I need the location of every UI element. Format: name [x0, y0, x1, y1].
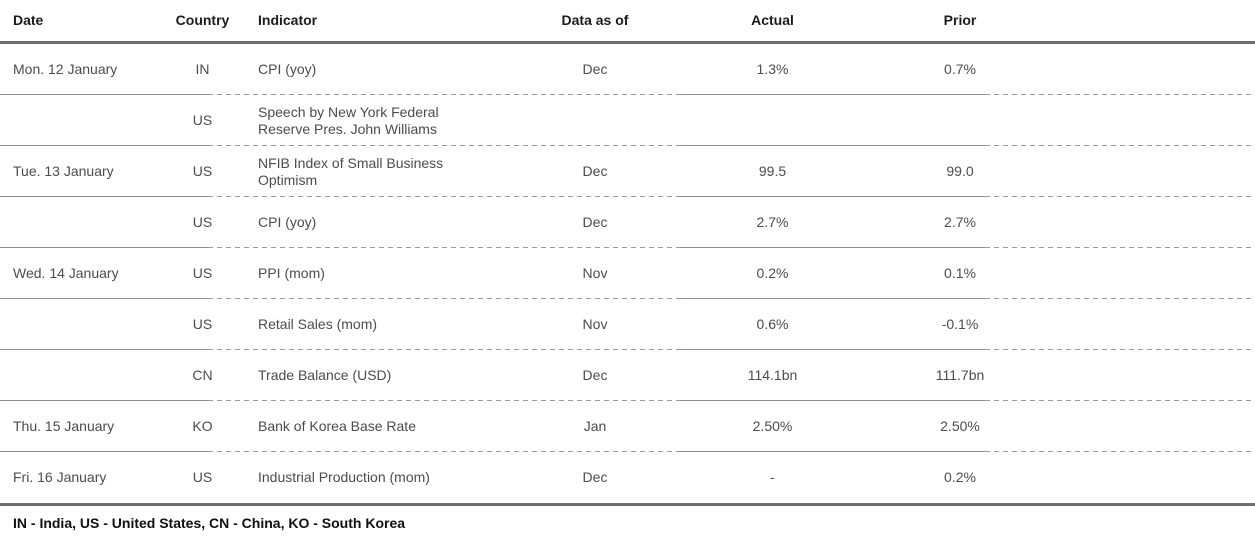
table-row: Wed. 14 January US PPI (mom) Nov 0.2% 0.… [0, 248, 1255, 299]
row-divider [0, 196, 1255, 197]
cell-prior: 0.7% [944, 61, 976, 77]
cell-actual: 1.3% [756, 61, 789, 77]
row-divider [0, 94, 1255, 95]
row-divider [0, 349, 1255, 350]
table-row: Fri. 16 January US Industrial Production… [0, 452, 1255, 503]
cell-prior: 0.1% [944, 265, 976, 281]
cell-country: CN [192, 367, 213, 383]
cell-actual: 99.5 [758, 163, 787, 179]
cell-date: Wed. 14 January [13, 265, 119, 281]
row-divider [0, 451, 1255, 452]
column-header-actual: Actual [751, 12, 794, 28]
table-row: US CPI (yoy) Dec 2.7% 2.7% [0, 197, 1255, 248]
cell-data-as-of: Nov [582, 316, 608, 332]
cell-prior: 0.2% [944, 469, 976, 485]
row-divider [0, 298, 1255, 299]
header-rule [0, 41, 1255, 44]
cell-prior: -0.1% [941, 316, 979, 332]
cell-country: IN [195, 61, 210, 77]
cell-prior: 99.0 [946, 163, 974, 179]
cell-data-as-of: Dec [582, 367, 608, 383]
cell-actual: 114.1bn [747, 367, 798, 383]
cell-country: KO [192, 418, 213, 434]
table-row: Mon. 12 January IN CPI (yoy) Dec 1.3% 0.… [0, 44, 1255, 95]
cell-data-as-of: Jan [583, 418, 607, 434]
cell-data-as-of: Dec [582, 163, 608, 179]
cell-indicator: Industrial Production (mom) [258, 469, 430, 485]
table-row: US Speech by New York Federal Reserve Pr… [0, 95, 1255, 146]
cell-prior: 2.50% [940, 418, 980, 434]
footer-rule [0, 503, 1255, 506]
cell-indicator: Trade Balance (USD) [258, 367, 392, 383]
cell-country: US [192, 163, 213, 179]
cell-indicator: Bank of Korea Base Rate [258, 418, 416, 434]
cell-date: Fri. 16 January [13, 469, 107, 485]
column-header-data-as-of: Data as of [561, 12, 629, 28]
row-divider [0, 145, 1255, 146]
cell-country: US [192, 112, 213, 128]
table-row: Tue. 13 January US NFIB Index of Small B… [0, 146, 1255, 197]
cell-country: US [192, 316, 213, 332]
column-header-country: Country [175, 12, 230, 28]
cell-country: US [192, 469, 213, 485]
column-header-date: Date [13, 12, 44, 28]
cell-actual: 0.2% [756, 265, 789, 281]
column-header-indicator: Indicator [258, 12, 318, 28]
cell-actual: 0.6% [756, 316, 789, 332]
cell-indicator: Retail Sales (mom) [258, 316, 378, 332]
cell-country: US [192, 214, 213, 230]
cell-prior: 111.7bn [935, 367, 985, 383]
cell-indicator: CPI (yoy) [258, 214, 317, 230]
cell-date: Tue. 13 January [13, 163, 114, 179]
table-row: CN Trade Balance (USD) Dec 114.1bn 111.7… [0, 350, 1255, 401]
cell-data-as-of: Dec [582, 61, 608, 77]
cell-actual: - [770, 469, 775, 485]
table-row: Thu. 15 January KO Bank of Korea Base Ra… [0, 401, 1255, 452]
cell-indicator: Speech by New York Federal Reserve Pres.… [258, 103, 439, 137]
cell-data-as-of: Dec [582, 214, 608, 230]
cell-indicator: CPI (yoy) [258, 61, 317, 77]
country-legend: IN - India, US - United States, CN - Chi… [13, 515, 406, 531]
table-row: US Retail Sales (mom) Nov 0.6% -0.1% [0, 299, 1255, 350]
table-header-row: Date Country Indicator Data as of Actual… [0, 0, 1255, 41]
cell-date: Thu. 15 January [13, 418, 115, 434]
cell-indicator: NFIB Index of Small Business Optimism [258, 154, 444, 188]
cell-data-as-of: Nov [582, 265, 608, 281]
cell-prior: 2.7% [944, 214, 976, 230]
table-body: Mon. 12 January IN CPI (yoy) Dec 1.3% 0.… [0, 44, 1255, 503]
cell-date: Mon. 12 January [13, 61, 118, 77]
cell-data-as-of: Dec [582, 469, 608, 485]
cell-indicator: PPI (mom) [258, 265, 325, 281]
cell-actual: 2.50% [752, 418, 793, 434]
cell-country: US [192, 265, 213, 281]
cell-actual: 2.7% [756, 214, 789, 230]
row-divider [0, 247, 1255, 248]
row-divider [0, 400, 1255, 401]
column-header-prior: Prior [943, 12, 977, 28]
